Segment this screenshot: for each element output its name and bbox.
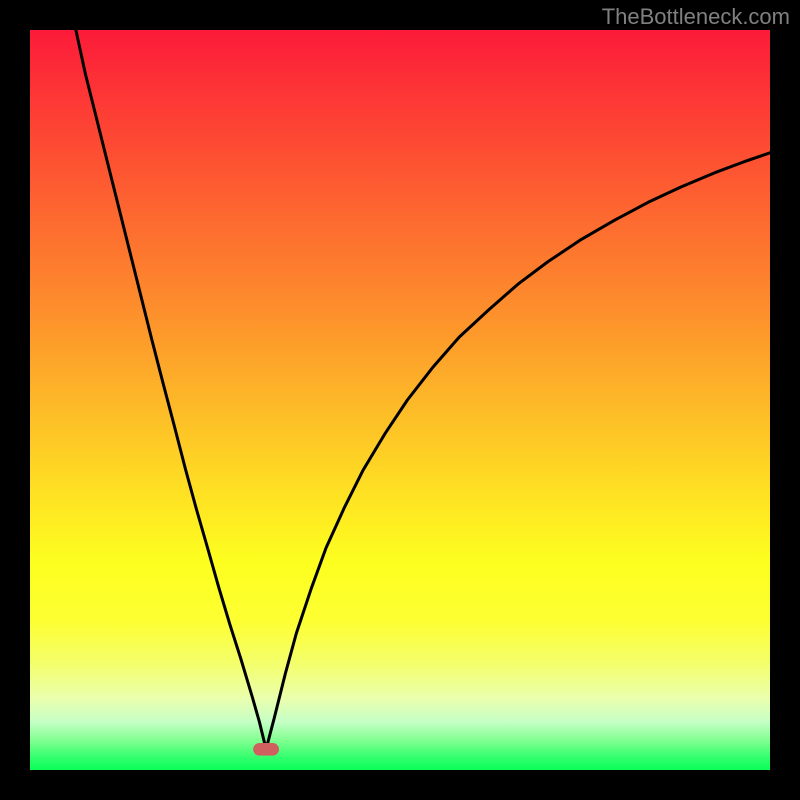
watermark-text: TheBottleneck.com	[602, 4, 790, 30]
gradient-background	[30, 30, 770, 770]
optimal-marker	[253, 743, 279, 756]
chart-svg	[30, 30, 770, 770]
plot-area	[30, 30, 770, 770]
chart-container: TheBottleneck.com	[0, 0, 800, 800]
